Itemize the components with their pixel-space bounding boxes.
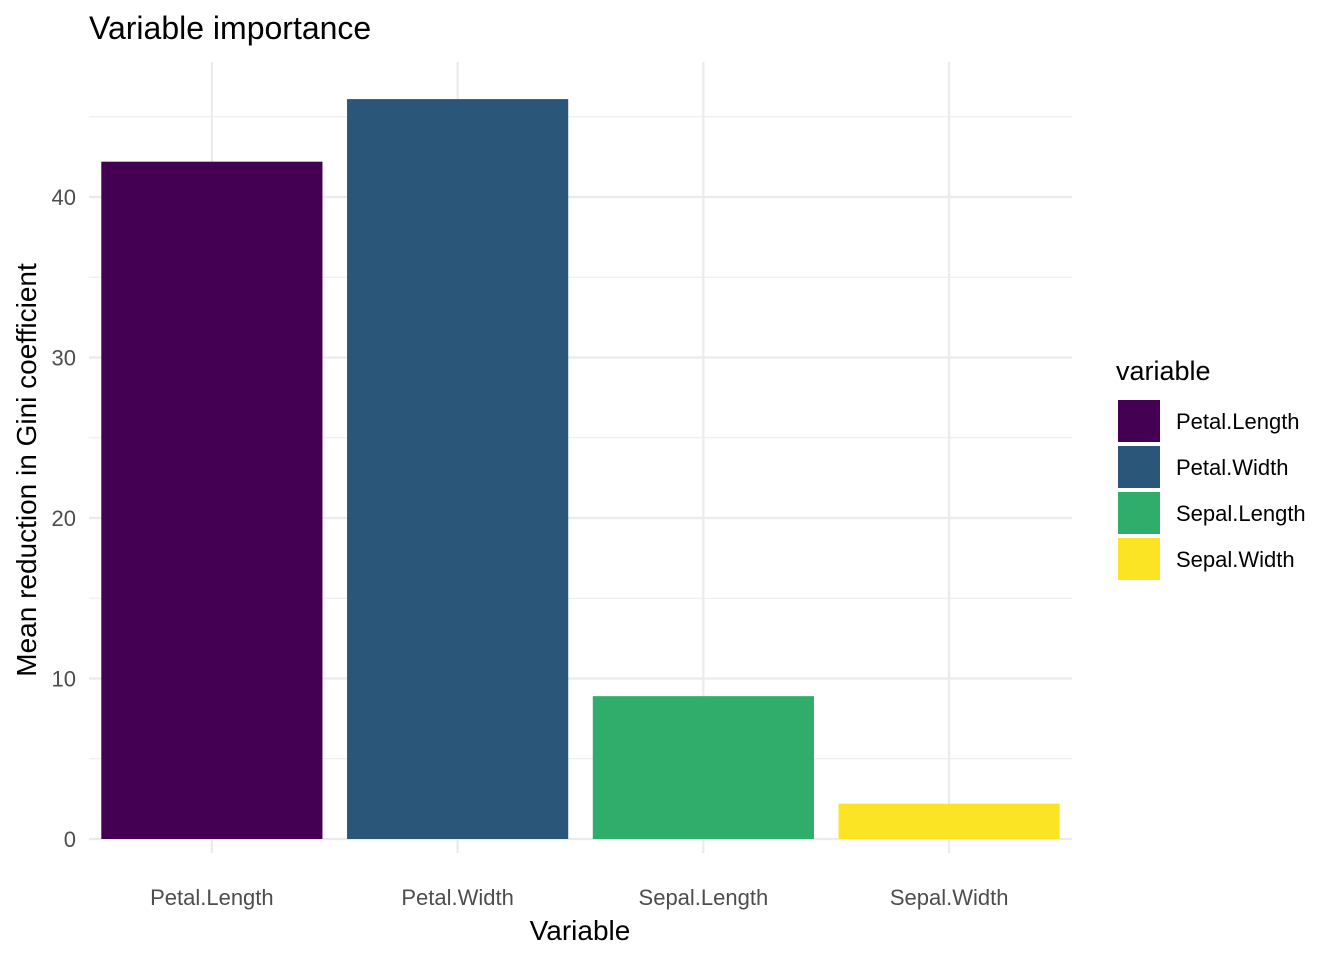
legend-title: variable (1116, 356, 1211, 386)
y-axis-title: Mean reduction in Gini coefficient (11, 263, 42, 677)
y-tick-label: 40 (52, 185, 76, 210)
legend-items: Petal.Length Petal.Width Sepal.Length Sepal… (1118, 400, 1306, 580)
legend-swatch (1118, 538, 1160, 580)
x-axis-ticks: Petal.Length Petal.Width Sepal.Length Sepal… (150, 885, 1008, 910)
y-tick-label: 20 (52, 506, 76, 531)
bar-sepal-width (838, 803, 1060, 839)
bar-sepal-length (592, 696, 814, 839)
legend-swatch (1118, 446, 1160, 488)
y-axis-ticks: 0 10 20 30 40 (52, 185, 76, 852)
x-axis-title: Variable (530, 915, 631, 946)
bar-petal-length (101, 161, 323, 839)
x-tick-label: Sepal.Width (890, 885, 1009, 910)
x-tick-label: Petal.Length (150, 885, 274, 910)
y-tick-label: 30 (52, 346, 76, 371)
chart-title: Variable importance (89, 10, 371, 46)
legend-swatch (1118, 400, 1160, 442)
legend-swatch (1118, 492, 1160, 534)
bar-petal-width (347, 99, 569, 840)
legend: variable Petal.Length Petal.Width Sepal.Le… (1116, 356, 1306, 580)
legend-label: Petal.Length (1176, 409, 1300, 434)
x-tick-label: Sepal.Length (639, 885, 769, 910)
legend-label: Sepal.Width (1176, 547, 1295, 572)
legend-label: Sepal.Length (1176, 501, 1306, 526)
y-tick-label: 10 (52, 667, 76, 692)
legend-label: Petal.Width (1176, 455, 1289, 480)
bars (101, 99, 1060, 840)
y-tick-label: 0 (64, 827, 76, 852)
x-tick-label: Petal.Width (401, 885, 514, 910)
